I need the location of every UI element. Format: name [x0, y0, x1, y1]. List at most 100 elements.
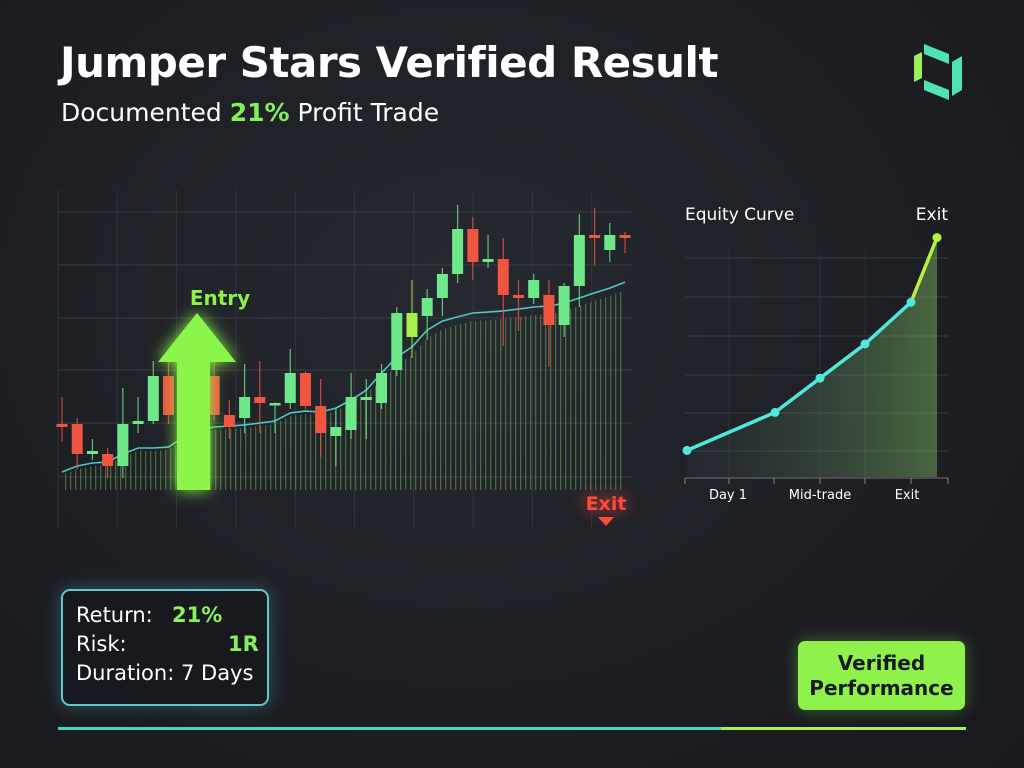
candle-body	[269, 403, 281, 406]
equity-exit-label: Exit	[916, 205, 949, 225]
candle-body	[360, 397, 372, 400]
candle-body	[239, 397, 251, 418]
bullish-candle	[284, 349, 296, 409]
risk-label: Risk:	[76, 632, 127, 656]
bullish-candle	[345, 373, 357, 439]
bullish-candle	[239, 364, 251, 433]
progress-bar-teal	[58, 727, 721, 730]
bullish-candle	[421, 289, 433, 340]
bullish-candle	[573, 214, 585, 307]
candle-body	[102, 454, 114, 466]
candle-body	[132, 421, 144, 424]
bullish-candle	[528, 274, 540, 304]
bullish-candle	[558, 283, 570, 337]
candle-body	[86, 451, 98, 454]
candle-body	[467, 229, 479, 262]
candle-body	[512, 295, 524, 298]
bullish-candle	[117, 388, 129, 478]
candle-body	[330, 427, 342, 436]
return-value: 21%	[172, 603, 223, 627]
candle-body	[558, 286, 570, 325]
bullish-candle	[452, 205, 464, 283]
bearish-candle	[71, 418, 83, 469]
bullish-candle	[269, 402, 281, 433]
subtitle-prefix: Documented	[61, 98, 230, 127]
equity-final-segment	[909, 236, 939, 303]
subtitle-highlight: 21%	[229, 98, 290, 127]
return-label: Return:	[76, 603, 153, 627]
badge-line-1: Verified	[837, 650, 926, 675]
candle-body	[604, 235, 616, 250]
equity-point	[815, 373, 825, 383]
candle-body	[543, 295, 555, 325]
equity-title: Equity Curve	[685, 205, 794, 225]
exit-label: Exit	[586, 493, 627, 515]
risk-value: 1R	[228, 632, 259, 656]
bearish-candle	[254, 361, 266, 433]
x-tick-label: Mid-trade	[789, 488, 851, 503]
subtitle-suffix: Profit Trade	[289, 98, 440, 127]
duration-label: Duration:	[76, 661, 175, 685]
bearish-candle	[163, 361, 175, 424]
candle-body	[299, 373, 311, 406]
bullish-candle	[436, 268, 448, 316]
bullish-candle	[482, 235, 494, 268]
candle-body	[497, 259, 509, 295]
candle-body	[284, 373, 296, 403]
badge-line-2: Performance	[809, 675, 954, 700]
candle-body	[315, 406, 327, 433]
candle-body	[573, 235, 585, 286]
candle-body	[254, 397, 266, 403]
bullish-candle	[132, 397, 144, 433]
candle-body	[619, 235, 631, 238]
candle-body	[56, 424, 68, 427]
bearish-candle	[467, 217, 479, 280]
bullish-candle	[391, 307, 403, 376]
bullish-candle	[376, 364, 388, 409]
candle-body	[406, 313, 418, 337]
equity-point	[770, 407, 780, 417]
duration-value: 7 Days	[180, 661, 254, 685]
candle-body	[163, 376, 175, 415]
x-tick-label: Exit	[895, 488, 920, 503]
x-tick-label: Day 1	[709, 488, 747, 503]
candle-body	[376, 373, 388, 403]
page-subtitle: Documented 21% Profit Trade	[61, 98, 439, 127]
bearish-candle	[512, 280, 524, 331]
bearish-candle	[589, 208, 601, 265]
candle-body	[117, 424, 129, 466]
bearish-candle	[543, 280, 555, 367]
bearish-candle	[102, 448, 114, 478]
candle-body	[345, 397, 357, 430]
equity-point	[682, 445, 692, 455]
candle-body	[452, 229, 464, 274]
triangle-down-icon	[598, 517, 614, 526]
candle-body	[589, 235, 601, 238]
moving-average-line	[61, 281, 626, 473]
entry-label: Entry	[190, 286, 250, 310]
candle-body	[147, 376, 159, 421]
candle-body	[528, 280, 540, 298]
bearish-candle	[223, 400, 235, 439]
bullish-candle	[147, 361, 159, 424]
entry-arrow-icon	[158, 313, 236, 490]
candle-body	[436, 274, 448, 298]
bearish-candle	[299, 371, 311, 409]
verified-performance-badge: Verified Performance	[798, 641, 965, 710]
candle-body	[223, 415, 235, 427]
page-title: Jumper Stars Verified Result	[60, 38, 719, 87]
equity-point	[860, 339, 870, 349]
trade-stats-card: Return: 21% Risk: 1R Duration: 7 Days	[61, 589, 269, 706]
candle-body	[208, 376, 220, 415]
bullish-candle	[406, 280, 418, 358]
candle-body	[482, 259, 494, 262]
hexagon-segments-logo-icon	[914, 44, 962, 100]
bearish-candle	[56, 397, 68, 442]
candle-body	[421, 298, 433, 316]
bearish-candle	[619, 232, 631, 253]
volume-hatch-area	[62, 290, 625, 490]
bullish-candle	[330, 409, 342, 466]
bullish-candle	[86, 439, 98, 460]
equity-area	[687, 237, 937, 477]
